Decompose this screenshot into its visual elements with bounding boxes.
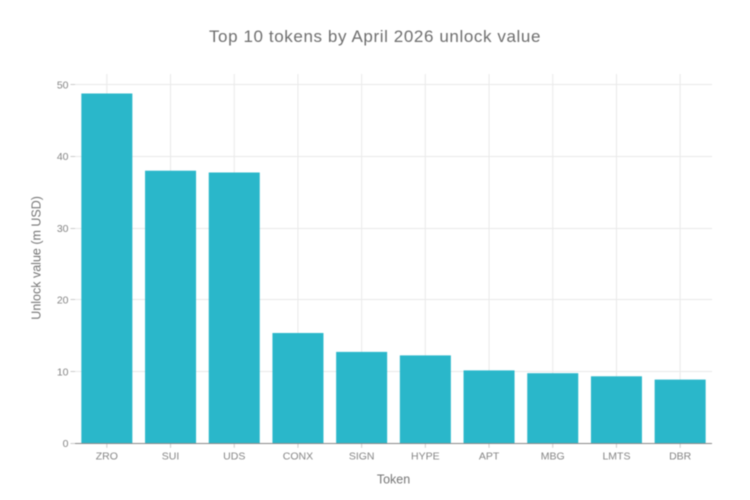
- svg-text:APT: APT: [479, 451, 500, 463]
- svg-text:SUI: SUI: [162, 451, 180, 463]
- svg-text:CONX: CONX: [283, 451, 313, 463]
- svg-text:ZRO: ZRO: [96, 451, 118, 463]
- svg-text:DBR: DBR: [669, 451, 692, 463]
- svg-text:0: 0: [63, 438, 69, 450]
- svg-text:Unlock value (m USD): Unlock value (m USD): [30, 196, 44, 320]
- svg-text:40: 40: [57, 151, 69, 163]
- svg-text:Top 10 tokens by April 2026 un: Top 10 tokens by April 2026 unlock value: [209, 27, 541, 46]
- svg-text:20: 20: [57, 295, 69, 307]
- svg-text:UDS: UDS: [223, 451, 245, 463]
- svg-text:Token: Token: [377, 473, 410, 487]
- svg-text:30: 30: [57, 223, 69, 235]
- svg-text:LMTS: LMTS: [602, 451, 630, 463]
- svg-text:10: 10: [57, 366, 69, 378]
- svg-text:SIGN: SIGN: [349, 451, 375, 463]
- svg-text:50: 50: [57, 79, 69, 91]
- svg-text:HYPE: HYPE: [411, 451, 440, 463]
- svg-text:MBG: MBG: [541, 451, 565, 463]
